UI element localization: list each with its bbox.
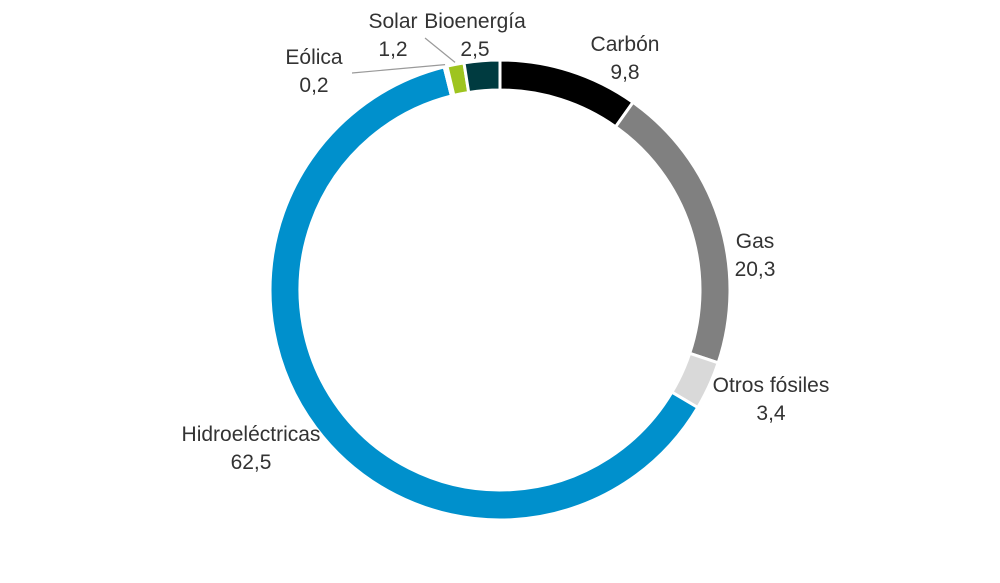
label-name-otros-fosiles: Otros fósiles: [713, 374, 830, 397]
labels-group: Carbón 9,8 Gas 20,3 Otros fósiles 3,4 Hi…: [182, 10, 830, 474]
label-name-eolica: Eólica: [285, 46, 343, 69]
slice-gas: [613, 100, 732, 365]
label-value-bioenergia: 2,5: [460, 38, 489, 61]
slice-bioenergia: [462, 58, 502, 95]
leader-line-solar: [424, 37, 456, 63]
label-value-hidroelectricas: 62,5: [231, 451, 272, 474]
leader-lines-group: [351, 37, 456, 74]
label-value-solar: 1,2: [378, 38, 407, 61]
label-name-hidroelectricas: Hidroeléctricas: [182, 423, 321, 446]
slice-hidroelectricas: [268, 65, 700, 522]
label-name-gas: Gas: [736, 230, 775, 253]
label-value-eolica: 0,2: [299, 74, 328, 97]
slices-group: [268, 58, 732, 522]
label-value-otros-fosiles: 3,4: [756, 402, 786, 425]
label-name-bioenergia: Bioenergía: [424, 10, 526, 33]
leader-line-eolica: [351, 63, 446, 74]
label-value-carbon: 9,8: [610, 61, 639, 84]
label-value-gas: 20,3: [735, 258, 776, 281]
label-name-solar: Solar: [368, 10, 417, 33]
label-name-carbon: Carbón: [591, 33, 660, 56]
